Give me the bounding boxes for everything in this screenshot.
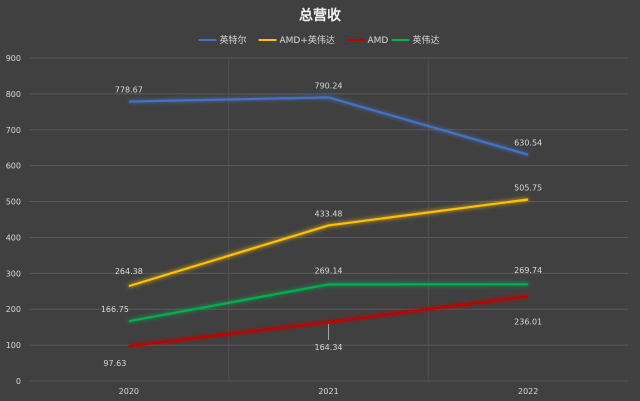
y-tick-label: 200: [6, 305, 21, 314]
x-axis: 2020 2021 2022: [119, 387, 539, 396]
y-tick-label: 800: [6, 90, 21, 99]
y-tick-label: 0: [16, 377, 21, 386]
legend: 英特尔 AMD+英伟达 AMD 英伟达: [198, 34, 440, 46]
data-label: 97.63: [103, 359, 126, 368]
series-lines: [128, 96, 529, 348]
y-tick-label: 400: [6, 233, 21, 242]
data-label: 269.14: [315, 266, 343, 275]
legend-label: AMD+英伟达: [280, 34, 335, 46]
legend-item-1: AMD+英伟达: [258, 34, 335, 46]
data-label: 236.01: [514, 317, 542, 326]
series-line-3: [128, 283, 529, 323]
legend-label: 英伟达: [413, 34, 440, 46]
y-tick-label: 900: [6, 54, 21, 63]
data-label: 433.48: [315, 209, 343, 218]
data-label: 269.74: [514, 266, 542, 275]
legend-item-3: 英伟达: [391, 34, 440, 46]
legend-item-0: 英特尔: [198, 34, 247, 46]
x-tick-label: 2020: [119, 387, 139, 396]
data-label: 264.38: [115, 267, 143, 276]
y-tick-label: 100: [6, 341, 21, 350]
y-tick-label: 500: [6, 198, 21, 207]
y-tick-label: 300: [6, 269, 21, 278]
x-tick-label: 2021: [318, 387, 338, 396]
y-axis: 0 100 200 300 400 500 600 700 800 900: [6, 54, 21, 386]
y-tick-label: 600: [6, 162, 21, 171]
data-label: 166.75: [101, 305, 129, 314]
chart-title: 总营收: [299, 7, 342, 24]
legend-label: 英特尔: [220, 34, 247, 46]
data-labels: 778.67 790.24 630.54 264.38 433.48 505.75 97.6…: [101, 81, 542, 368]
legend-label: AMD: [368, 36, 389, 46]
series-line-2: [128, 295, 529, 348]
series-line-1: [128, 198, 529, 288]
data-label: 164.34: [315, 343, 343, 352]
data-label: 505.75: [514, 183, 542, 192]
legend-item-2: AMD: [346, 36, 389, 46]
series-line-0: [128, 96, 529, 156]
data-label: 630.54: [514, 139, 542, 148]
data-label: 790.24: [315, 81, 343, 90]
x-tick-label: 2022: [518, 387, 538, 396]
data-label: 778.67: [115, 86, 143, 95]
y-tick-label: 700: [6, 126, 21, 135]
